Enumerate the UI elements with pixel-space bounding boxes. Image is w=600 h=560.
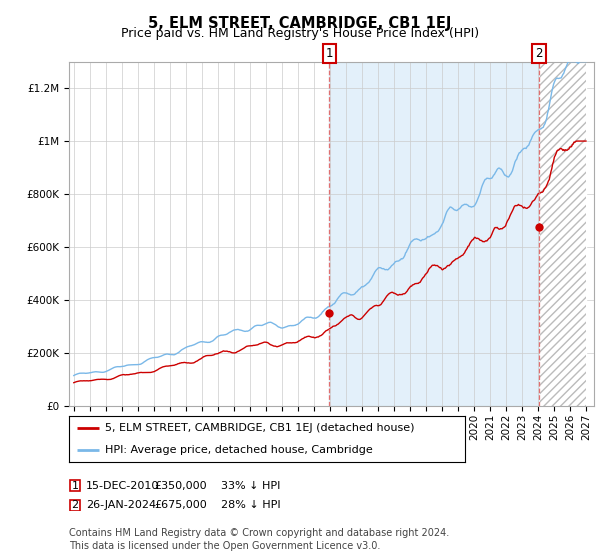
Text: Contains HM Land Registry data © Crown copyright and database right 2024.
This d: Contains HM Land Registry data © Crown c… [69, 528, 449, 550]
Text: 5, ELM STREET, CAMBRIDGE, CB1 1EJ: 5, ELM STREET, CAMBRIDGE, CB1 1EJ [148, 16, 452, 31]
Text: 15-DEC-2010: 15-DEC-2010 [86, 480, 159, 491]
Text: 1: 1 [71, 480, 79, 491]
Text: 2: 2 [535, 47, 543, 60]
Text: 5, ELM STREET, CAMBRIDGE, CB1 1EJ (detached house): 5, ELM STREET, CAMBRIDGE, CB1 1EJ (detac… [104, 423, 414, 433]
FancyBboxPatch shape [70, 480, 80, 491]
Text: HPI: Average price, detached house, Cambridge: HPI: Average price, detached house, Camb… [104, 445, 373, 455]
Text: £675,000: £675,000 [155, 500, 208, 510]
Text: 28% ↓ HPI: 28% ↓ HPI [221, 500, 280, 510]
Text: Price paid vs. HM Land Registry's House Price Index (HPI): Price paid vs. HM Land Registry's House … [121, 27, 479, 40]
Text: £350,000: £350,000 [155, 480, 208, 491]
FancyBboxPatch shape [70, 500, 80, 511]
Text: 2: 2 [71, 500, 79, 510]
Text: 33% ↓ HPI: 33% ↓ HPI [221, 480, 280, 491]
Text: 26-JAN-2024: 26-JAN-2024 [86, 500, 156, 510]
Text: 1: 1 [326, 47, 333, 60]
